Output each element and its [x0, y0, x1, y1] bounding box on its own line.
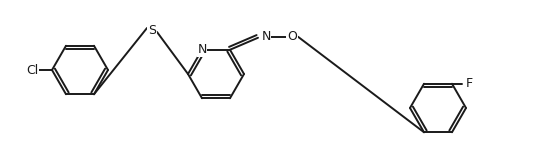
Text: N: N — [261, 30, 270, 43]
Text: O: O — [287, 30, 297, 43]
Text: S: S — [148, 24, 156, 37]
Text: Cl: Cl — [26, 64, 38, 76]
Text: N: N — [197, 43, 207, 56]
Text: F: F — [466, 77, 473, 90]
